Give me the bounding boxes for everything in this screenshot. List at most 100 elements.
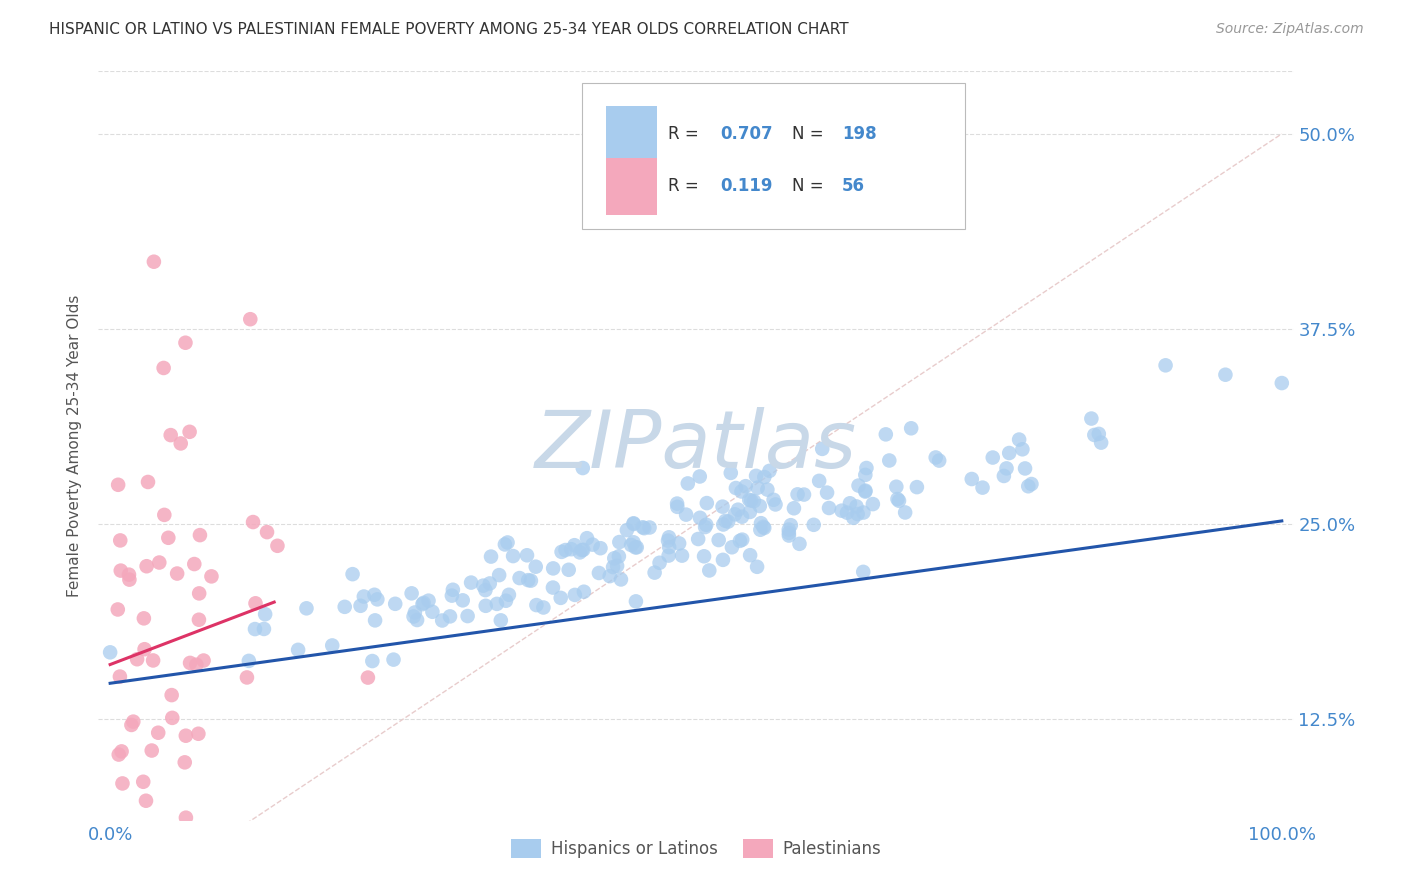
Point (402, 609, 425, 624)
Point (853, 484, 876, 499)
Point (287, 643, 309, 657)
Point (803, 517, 825, 532)
Point (110, 744, 132, 758)
Point (831, 503, 853, 517)
Point (564, 588, 586, 602)
Point (648, 556, 671, 570)
Point (357, 671, 380, 685)
Legend: Hispanics or Latinos, Palestinians: Hispanics or Latinos, Palestinians (503, 832, 889, 864)
Point (740, 548, 762, 562)
Point (524, 559, 547, 574)
Point (474, 583, 496, 598)
Point (575, 531, 598, 545)
Point (186, 657, 208, 672)
Point (541, 581, 564, 595)
Point (136, 475, 159, 489)
Point (778, 528, 800, 542)
Point (862, 497, 884, 511)
Point (606, 558, 628, 573)
Point (498, 588, 520, 602)
Point (609, 535, 631, 549)
Point (440, 589, 463, 603)
Point (153, 508, 176, 522)
Point (745, 468, 768, 483)
Point (633, 521, 655, 535)
Point (236, 670, 259, 684)
Point (118, 567, 141, 582)
Point (811, 442, 834, 456)
Point (188, 586, 211, 600)
Point (418, 593, 440, 607)
Point (571, 543, 593, 558)
Point (188, 528, 211, 542)
Point (120, 718, 142, 732)
Point (142, 254, 165, 268)
Point (666, 500, 689, 514)
Point (451, 593, 474, 607)
Point (666, 497, 689, 511)
Point (502, 549, 524, 563)
Point (162, 711, 184, 725)
Point (550, 591, 572, 605)
Point (631, 520, 654, 534)
Point (668, 536, 690, 550)
Point (353, 590, 375, 604)
Point (738, 492, 761, 507)
Point (564, 538, 586, 552)
Point (107, 477, 129, 491)
Point (110, 564, 132, 578)
Point (571, 461, 593, 475)
Point (626, 541, 648, 555)
Point (412, 596, 434, 610)
Point (256, 525, 278, 540)
Point (748, 499, 770, 513)
Point (494, 537, 516, 551)
Point (693, 520, 716, 534)
Point (778, 523, 800, 537)
Point (363, 588, 385, 602)
Point (179, 425, 201, 439)
Point (707, 533, 730, 547)
Text: N =: N = (792, 177, 828, 195)
Text: 0.707: 0.707 (720, 125, 772, 143)
Point (193, 654, 215, 668)
Text: HISPANIC OR LATINO VS PALESTINIAN FEMALE POVERTY AMONG 25-34 YEAR OLDS CORRELATI: HISPANIC OR LATINO VS PALESTINIAN FEMALE… (49, 22, 849, 37)
Point (132, 611, 155, 625)
Point (734, 479, 756, 493)
Point (200, 569, 222, 583)
Point (675, 508, 697, 522)
Point (531, 600, 554, 615)
Point (623, 516, 645, 531)
Point (711, 500, 734, 514)
Point (457, 609, 479, 624)
Point (411, 597, 433, 611)
Point (688, 532, 710, 546)
Point (550, 545, 572, 559)
Point (517, 573, 540, 587)
Point (676, 476, 699, 491)
Text: N =: N = (792, 125, 828, 143)
Point (107, 602, 129, 616)
Point (1083, 428, 1105, 442)
Point (135, 794, 157, 808)
Point (478, 576, 501, 591)
Point (1008, 433, 1031, 447)
Point (127, 876, 149, 890)
Point (925, 450, 948, 465)
Point (148, 725, 170, 739)
Point (762, 492, 785, 507)
Point (602, 560, 624, 574)
Point (616, 523, 638, 537)
Point (526, 598, 548, 612)
Point (361, 654, 384, 668)
Point (148, 556, 170, 570)
Point (789, 537, 811, 551)
Point (520, 574, 543, 588)
Point (321, 639, 343, 653)
Point (928, 453, 950, 467)
Point (740, 493, 762, 508)
Point (720, 466, 742, 480)
Point (658, 530, 681, 544)
Point (127, 652, 149, 666)
Point (239, 312, 262, 326)
